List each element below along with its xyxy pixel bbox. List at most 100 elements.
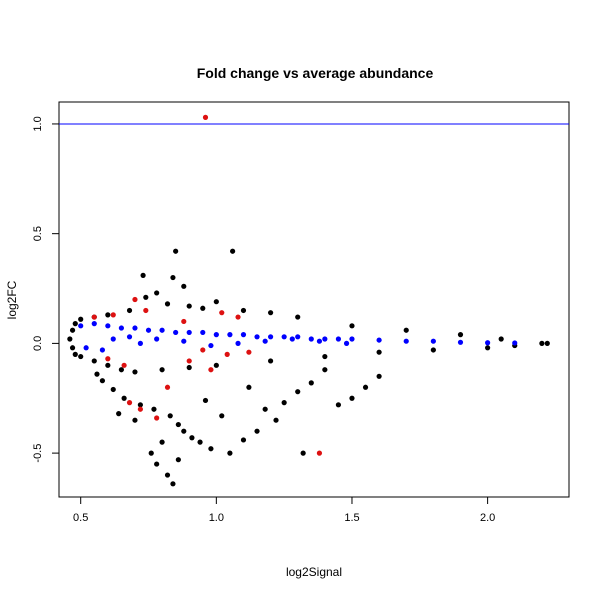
y-tick-label: 0.5	[32, 226, 44, 241]
plot-frame	[58, 101, 570, 498]
data-point	[240, 437, 247, 443]
data-point	[322, 353, 328, 360]
data-point	[175, 457, 181, 463]
data-point	[105, 356, 111, 362]
data-point	[164, 384, 171, 390]
data-point	[295, 334, 301, 340]
data-point	[246, 384, 252, 390]
data-point	[67, 336, 73, 342]
data-point	[110, 312, 116, 318]
data-point	[349, 336, 355, 342]
data-point	[132, 417, 138, 423]
data-point	[539, 340, 545, 346]
data-point	[197, 439, 203, 445]
data-point	[343, 340, 350, 346]
data-point	[137, 406, 143, 412]
data-point	[208, 342, 214, 349]
data-point	[240, 332, 247, 338]
y-axis: -0.5 0.0 0.5 1.0	[32, 116, 59, 463]
data-point	[362, 384, 369, 390]
data-point	[213, 332, 219, 338]
data-point	[181, 428, 187, 434]
data-point	[240, 307, 247, 314]
data-point	[118, 325, 124, 331]
data-point	[246, 349, 252, 355]
data-point	[69, 327, 76, 333]
data-point	[262, 338, 268, 344]
data-point	[181, 283, 187, 289]
data-point	[308, 380, 314, 386]
data-point	[91, 321, 97, 327]
data-point	[126, 400, 133, 406]
data-point	[154, 461, 160, 467]
data-point	[121, 395, 127, 401]
data-point	[159, 439, 165, 445]
data-point	[126, 307, 133, 314]
y-axis-label: log2FC	[5, 280, 19, 319]
data-point	[83, 345, 89, 351]
x-axis-label: log2Signal	[286, 565, 342, 579]
x-axis: 0.5 1.0 1.5 2.0	[73, 497, 495, 524]
data-point	[200, 305, 206, 311]
data-point	[219, 413, 225, 419]
data-point	[349, 323, 355, 329]
data-point	[78, 316, 84, 322]
data-point	[376, 349, 382, 355]
data-point	[164, 472, 171, 478]
data-point	[224, 351, 230, 357]
data-point	[132, 296, 138, 303]
data-point	[94, 371, 100, 377]
data-point	[189, 435, 195, 441]
data-points	[67, 114, 550, 487]
data-point	[143, 294, 149, 300]
data-point	[376, 373, 382, 379]
data-point	[186, 303, 192, 309]
data-point	[376, 337, 382, 343]
data-point	[208, 446, 214, 452]
data-point	[316, 450, 323, 456]
data-point	[121, 362, 127, 368]
data-point	[181, 338, 187, 344]
data-point	[154, 336, 160, 342]
data-point	[105, 312, 111, 318]
data-point	[78, 353, 84, 360]
data-point	[219, 310, 225, 316]
data-point	[154, 415, 160, 421]
data-point	[170, 274, 176, 281]
data-point	[485, 345, 491, 351]
data-point	[105, 323, 111, 329]
data-point	[308, 336, 314, 342]
data-point	[254, 428, 260, 434]
data-point	[512, 340, 518, 346]
data-point	[173, 329, 179, 336]
data-point	[267, 310, 274, 316]
data-point	[110, 336, 116, 342]
data-point	[105, 362, 111, 368]
data-point	[164, 301, 171, 307]
data-point	[137, 340, 143, 346]
data-point	[202, 397, 209, 404]
x-tick-label: 1.0	[209, 512, 224, 524]
y-tick-label: 0.0	[32, 336, 44, 351]
data-point	[322, 336, 328, 342]
data-point	[159, 367, 165, 373]
data-point	[300, 450, 306, 456]
data-point	[148, 450, 154, 456]
data-point	[235, 340, 241, 346]
data-point	[151, 406, 157, 412]
data-point	[457, 339, 464, 345]
data-point	[72, 321, 78, 327]
data-point	[230, 248, 236, 254]
data-point	[118, 367, 124, 373]
data-point	[430, 347, 436, 353]
data-point	[72, 351, 78, 357]
data-point	[295, 314, 301, 320]
data-point	[208, 367, 214, 373]
data-point	[498, 336, 504, 342]
data-point	[99, 378, 106, 384]
data-point	[173, 248, 179, 254]
data-point	[186, 329, 192, 336]
data-point	[430, 338, 436, 344]
